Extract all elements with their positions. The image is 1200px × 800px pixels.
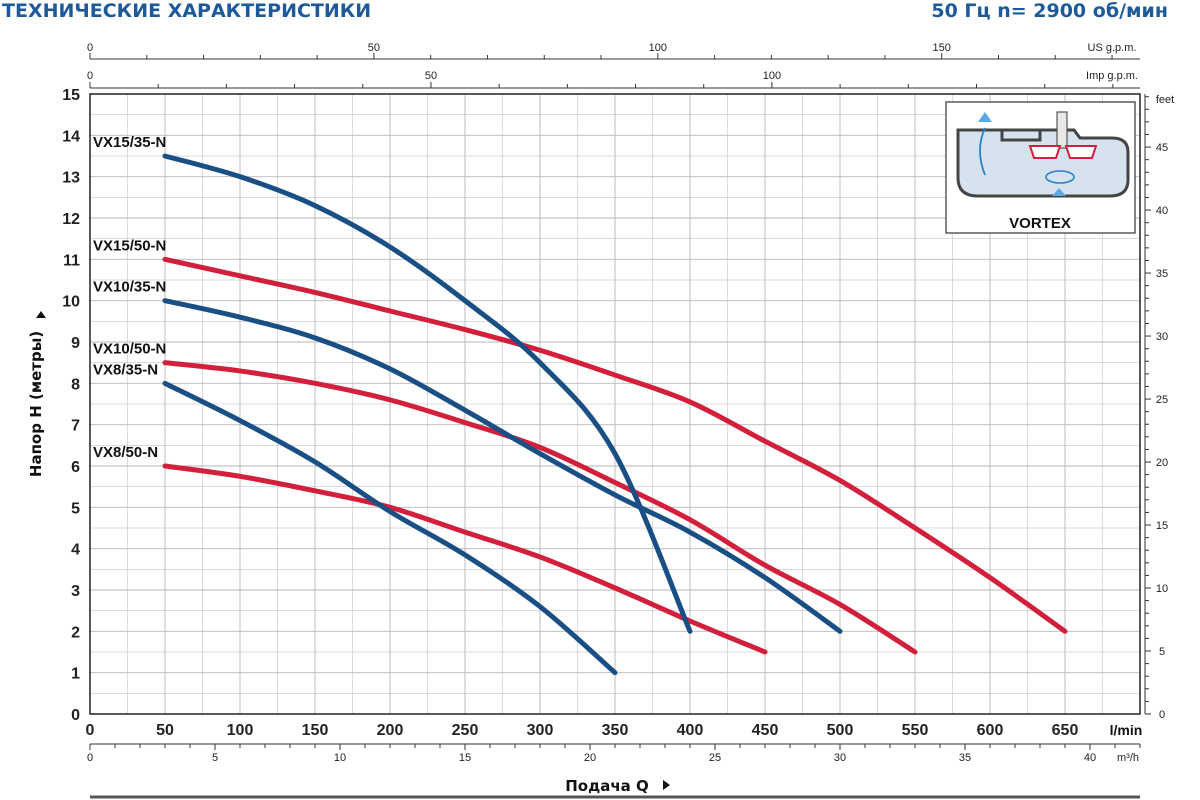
x-tick-label: 500 (827, 722, 854, 739)
x-tick-label: 150 (302, 722, 329, 739)
curve-vx15-50-n (162, 256, 1068, 634)
us-gpm-axis-tick-label: 50 (368, 42, 380, 54)
x-tick-label: 100 (227, 722, 254, 739)
y-tick-label: 2 (71, 624, 80, 641)
m3h-tick-label: 40 (1084, 752, 1096, 764)
m3h-tick-label: 20 (584, 752, 596, 764)
us-gpm-axis-tick-label: 0 (87, 42, 93, 54)
us-gpm-axis-unit: US g.p.m. (1088, 42, 1137, 54)
label-vx15-50-n: VX15/50-N (93, 237, 166, 254)
feet-tick-label: 0 (1159, 709, 1165, 721)
curve-vx8-50-n (162, 463, 768, 655)
y-tick-label: 3 (71, 583, 80, 600)
label-vx10-35-n: VX10/35-N (93, 279, 166, 296)
vortex-impeller-icon (956, 111, 1130, 198)
label-vx15-35-n: VX15/35-N (93, 134, 166, 151)
y-tick-label: 0 (71, 707, 80, 724)
axes: 0 50 100 150 200 250 300 350 400 450 500 550 600 650 l… (27, 42, 1174, 795)
y-tick-label: 8 (71, 376, 80, 393)
y-tick-label: 12 (62, 211, 80, 228)
curve-labels: VX15/35-N VX15/50-N VX10/35-N VX10/50-N VX8/… (93, 134, 166, 461)
x-tick-label: 300 (527, 722, 554, 739)
feet-tick-label: 45 (1156, 142, 1168, 154)
imp-gpm-axis-tick-label: 100 (763, 70, 781, 82)
x-tick-label: 200 (377, 722, 404, 739)
curve-vx8-35-n (162, 380, 618, 676)
m3h-unit: m³/h (1117, 752, 1139, 764)
curve-vx15-35-n (162, 153, 693, 634)
imp-gpm-axis-tick-label: 50 (425, 70, 437, 82)
feet-tick-label: 25 (1156, 394, 1168, 406)
x-tick-label: 400 (677, 722, 704, 739)
x-axis-arrow-icon (663, 780, 670, 790)
x-tick-label: 0 (86, 722, 95, 739)
feet-tick-label: 15 (1156, 520, 1168, 532)
y-tick-label: 6 (71, 459, 80, 476)
y-axis-arrow-icon (36, 311, 46, 318)
y-tick-label: 11 (63, 252, 80, 269)
m3h-tick-label: 30 (834, 752, 846, 764)
feet-tick-label: 20 (1156, 457, 1168, 469)
plot-frame (89, 93, 1141, 715)
y-tick-label: 9 (71, 335, 80, 352)
y-tick-label: 10 (62, 294, 80, 311)
x-tick-label: 250 (452, 722, 479, 739)
imp-gpm-axis-unit: Imp g.p.m. (1086, 70, 1138, 82)
y-axis-title: Напор H (метры) (27, 331, 45, 477)
feet-tick-label: 35 (1156, 268, 1168, 280)
y-tick-label: 15 (62, 87, 80, 104)
y-tick-label: 5 (71, 500, 80, 517)
m3h-tick-label: 5 (212, 752, 218, 764)
x-tick-label: 350 (602, 722, 629, 739)
vortex-label: VORTEX (1009, 215, 1071, 232)
x-tick-label: 650 (1052, 722, 1079, 739)
x-unit-label: l/min (1110, 722, 1143, 738)
curve-vx10-35-n (162, 298, 843, 634)
feet-tick-label: 10 (1156, 583, 1168, 595)
x-tick-label: 50 (156, 722, 174, 739)
y-tick-label: 4 (71, 542, 80, 559)
label-vx8-35-n: VX8/35-N (93, 361, 158, 378)
m3h-tick-label: 25 (709, 752, 721, 764)
y-tick-label: 14 (62, 128, 80, 145)
vortex-inset: VORTEX (945, 101, 1136, 234)
y-tick-label: 1 (71, 666, 80, 683)
feet-tick-label: 40 (1156, 205, 1168, 217)
m3h-tick-label: 0 (87, 752, 93, 764)
x-tick-label: 550 (902, 722, 929, 739)
m3h-tick-label: 35 (959, 752, 971, 764)
us-gpm-axis-tick-label: 150 (933, 42, 951, 54)
y-tick-label: 13 (62, 170, 80, 187)
curves (162, 153, 1068, 676)
x-tick-label: 600 (977, 722, 1004, 739)
m3h-tick-label: 15 (459, 752, 471, 764)
us-gpm-axis-tick-label: 100 (649, 42, 667, 54)
feet-tick-label: 30 (1156, 331, 1168, 343)
frequency-speed-spec: 50 Гц n= 2900 об/мин (931, 0, 1168, 22)
label-vx10-50-n: VX10/50-N (93, 341, 166, 358)
imp-gpm-axis-tick-label: 0 (87, 70, 93, 82)
m3h-tick-label: 10 (334, 752, 346, 764)
x-axis-title: Подача Q (565, 777, 649, 795)
x-tick-label: 450 (752, 722, 779, 739)
y-tick-label: 7 (71, 418, 80, 435)
feet-unit: feet (1156, 94, 1174, 106)
curve-vx10-50-n (162, 360, 918, 655)
feet-tick-label: 5 (1159, 646, 1165, 658)
label-vx8-50-n: VX8/50-N (93, 444, 158, 461)
page-title: ТЕХНИЧЕСКИЕ ХАРАКТЕРИСТИКИ (2, 0, 372, 22)
